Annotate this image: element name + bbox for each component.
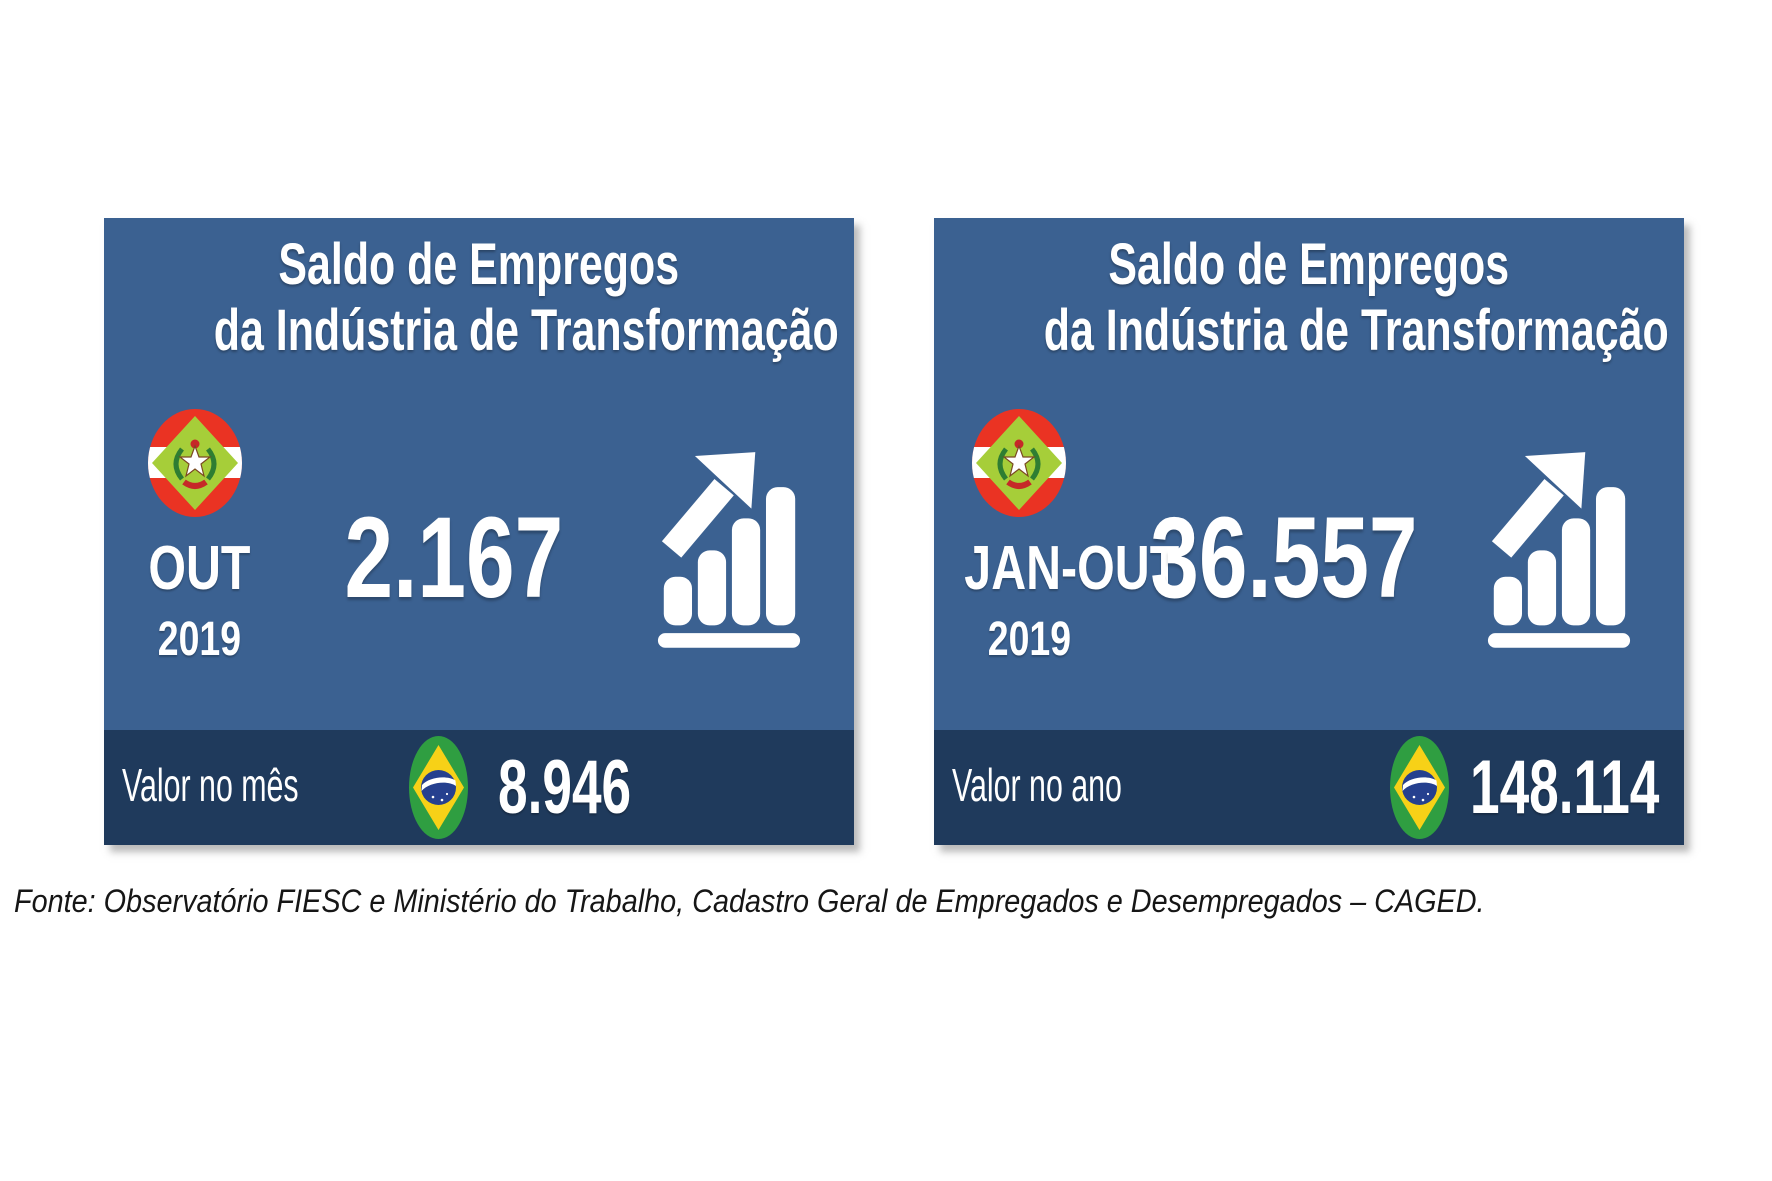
year-label: 2019 xyxy=(157,613,241,666)
card-title-line2: da Indústria de Transformação xyxy=(213,298,839,364)
card-title-line2: da Indústria de Transformação xyxy=(1043,298,1669,364)
growth-bar-chart-arrow-icon xyxy=(1487,452,1631,648)
santa-catarina-flag-icon xyxy=(148,409,242,517)
national-value-bar: Valor no ano 148.114 xyxy=(934,730,1684,845)
source-note: Fonte: Observatório FIESC e Ministério d… xyxy=(14,883,1485,919)
year-label: 2019 xyxy=(987,613,1071,666)
card-title-line1: Saldo de Empregos xyxy=(278,232,680,297)
state-balance-value: 36.557 xyxy=(1150,494,1418,622)
period-label: JAN-OUT xyxy=(964,534,1180,603)
brazil-flag-icon xyxy=(1390,736,1449,839)
period-label: OUT xyxy=(147,534,251,603)
national-balance-value: 8.946 xyxy=(498,745,632,830)
santa-catarina-flag-icon xyxy=(972,409,1066,517)
growth-bar-chart-arrow-icon xyxy=(657,452,801,648)
card-title: Saldo de Empregos da Indústria de Transf… xyxy=(934,232,1684,364)
national-balance-value: 148.114 xyxy=(1470,745,1660,830)
bar-label: Valor no mês xyxy=(122,759,299,811)
card-title-line1: Saldo de Empregos xyxy=(1108,232,1510,297)
bar-label: Valor no ano xyxy=(952,759,1122,811)
card-title: Saldo de Empregos da Indústria de Transf… xyxy=(104,232,854,364)
kpi-card-month: Saldo de Empregos da Indústria de Transf… xyxy=(104,218,854,845)
state-balance-value: 2.167 xyxy=(344,494,564,622)
national-value-bar: Valor no mês 8.946 xyxy=(104,730,854,845)
kpi-card-year: Saldo de Empregos da Indústria de Transf… xyxy=(934,218,1684,845)
brazil-flag-icon xyxy=(409,736,468,839)
